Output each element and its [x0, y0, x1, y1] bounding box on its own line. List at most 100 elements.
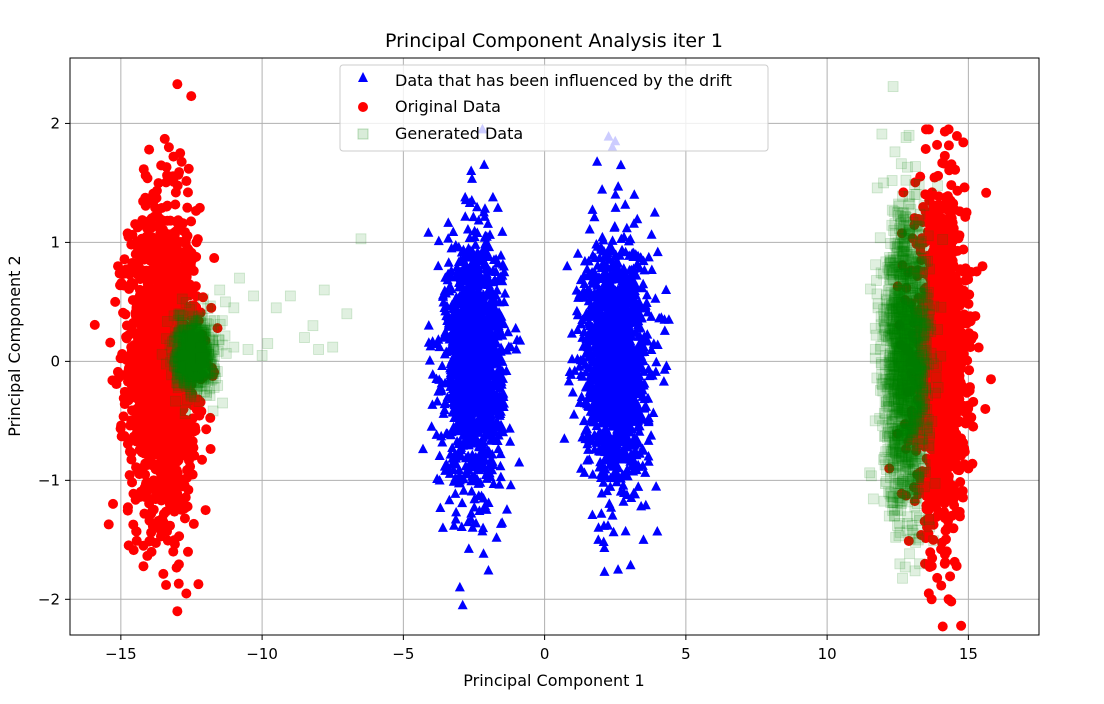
data-point-circle — [150, 655, 160, 665]
data-point-circle — [981, 188, 991, 198]
data-point-circle — [136, 487, 146, 497]
data-point-circle — [172, 606, 182, 616]
data-point-circle — [169, 507, 179, 517]
data-point-circle — [125, 447, 135, 457]
data-point-circle — [145, 353, 155, 363]
data-point-circle — [962, 415, 972, 425]
data-point-circle — [150, 416, 160, 426]
data-point-circle — [158, 469, 168, 479]
data-point-triangle — [511, 323, 521, 333]
data-point-circle — [960, 182, 970, 192]
data-point-circle — [945, 288, 955, 298]
data-point-circle — [186, 216, 196, 226]
data-point-circle — [148, 372, 158, 382]
data-point-circle — [948, 356, 958, 366]
data-point-circle — [947, 213, 957, 223]
data-point-circle — [142, 223, 152, 233]
data-point-circle — [938, 621, 948, 631]
data-point-circle — [962, 207, 972, 217]
data-point-circle — [194, 411, 204, 421]
series-triangle — [418, 124, 674, 609]
data-point-circle — [184, 164, 194, 174]
data-point-triangle — [464, 543, 474, 553]
data-point-circle — [134, 415, 144, 425]
data-point-triangle — [492, 532, 502, 542]
data-point-triangle — [437, 361, 447, 371]
data-point-circle — [164, 142, 174, 152]
data-point-circle — [178, 266, 188, 276]
data-point-circle — [169, 171, 179, 181]
data-point-circle — [129, 545, 139, 555]
data-point-circle — [143, 341, 153, 351]
data-point-circle — [944, 594, 954, 604]
data-point-circle — [193, 579, 203, 589]
data-point-circle — [941, 526, 951, 536]
data-point-circle — [195, 203, 205, 213]
data-point-circle — [158, 239, 168, 249]
data-point-circle — [90, 320, 100, 330]
data-point-circle — [956, 621, 966, 631]
data-point-circle — [159, 509, 169, 519]
data-point-circle — [180, 513, 190, 523]
data-point-triangle — [457, 498, 467, 508]
data-point-circle — [945, 571, 955, 581]
data-point-circle — [132, 426, 142, 436]
data-point-circle — [950, 328, 960, 338]
data-point-triangle — [479, 548, 489, 558]
data-point-circle — [104, 519, 114, 529]
data-point-circle — [944, 471, 954, 481]
data-point-triangle — [505, 436, 515, 446]
data-point-circle — [174, 579, 184, 589]
data-point-circle — [960, 447, 970, 457]
data-point-circle — [105, 338, 115, 348]
data-point-circle — [183, 279, 193, 289]
data-point-circle — [172, 79, 182, 89]
data-point-circle — [167, 491, 177, 501]
data-point-circle — [986, 374, 996, 384]
data-point-circle — [147, 547, 157, 557]
data-point-circle — [968, 397, 978, 407]
data-point-circle — [964, 299, 974, 309]
data-point-circle — [168, 265, 178, 275]
data-point-circle — [182, 203, 192, 213]
data-point-circle — [954, 230, 964, 240]
data-point-circle — [130, 342, 140, 352]
data-point-circle — [955, 511, 965, 521]
data-point-circle — [183, 187, 193, 197]
data-point-triangle — [444, 257, 454, 267]
data-point-circle — [950, 165, 960, 175]
data-point-circle — [187, 255, 197, 265]
data-point-circle — [163, 276, 173, 286]
data-point-circle — [131, 526, 141, 536]
data-point-circle — [940, 151, 950, 161]
data-point-circle — [152, 186, 162, 196]
data-point-circle — [153, 273, 163, 283]
data-point-circle — [964, 328, 974, 338]
data-point-circle — [144, 145, 154, 155]
data-point-circle — [954, 465, 964, 475]
data-point-circle — [128, 265, 138, 275]
data-point-circle — [937, 253, 947, 263]
data-point-circle — [175, 148, 185, 158]
data-point-circle — [123, 506, 133, 516]
data-point-circle — [182, 446, 192, 456]
data-point-circle — [125, 376, 135, 386]
data-point-circle — [140, 469, 150, 479]
data-point-circle — [123, 331, 133, 341]
data-point-triangle — [435, 451, 445, 461]
data-point-triangle — [435, 503, 445, 513]
data-point-circle — [183, 547, 193, 557]
data-point-circle — [928, 202, 938, 212]
data-point-circle — [117, 431, 127, 441]
data-point-circle — [167, 477, 177, 487]
data-point-circle — [136, 372, 146, 382]
data-point-triangle — [493, 202, 503, 212]
data-point-circle — [206, 444, 216, 454]
data-point-triangle — [500, 288, 510, 298]
data-point-circle — [157, 494, 167, 504]
data-point-triangle — [502, 504, 512, 514]
data-point-circle — [946, 180, 956, 190]
data-point-triangle — [434, 236, 444, 246]
data-point-circle — [933, 171, 943, 181]
